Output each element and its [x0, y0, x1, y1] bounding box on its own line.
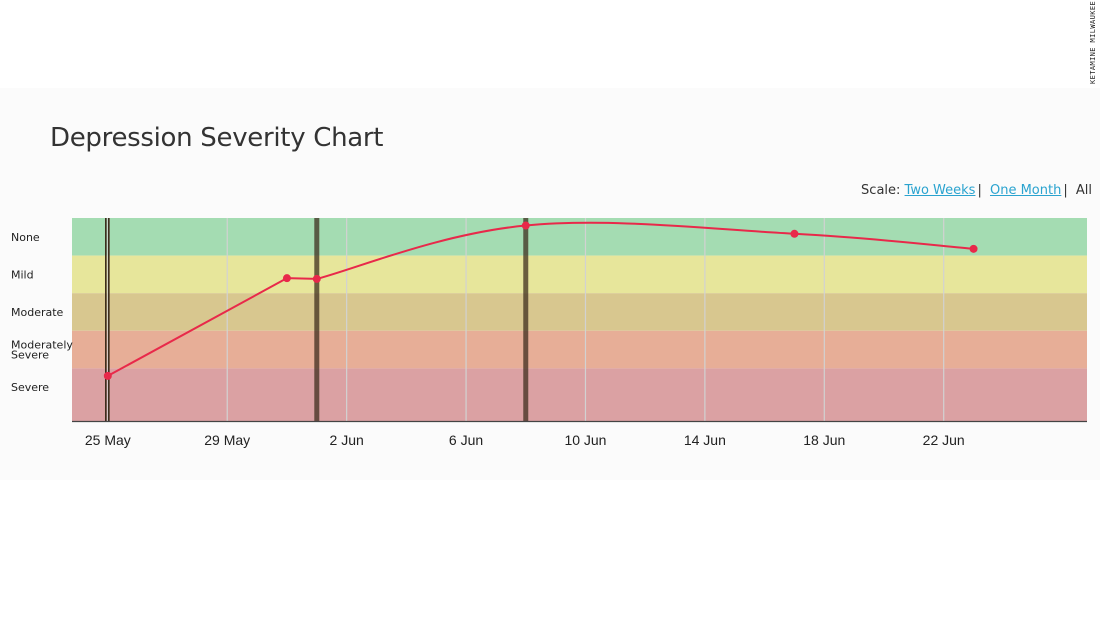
scale-one-month-link[interactable]: One Month: [989, 183, 1062, 198]
severity-band: [72, 218, 1087, 256]
session-marker: [523, 218, 529, 421]
x-tick-label: 29 May: [204, 432, 250, 448]
session-marker: [314, 218, 320, 421]
x-tick-label: 6 Jun: [449, 432, 483, 448]
y-band-label: Moderate: [11, 306, 64, 319]
scale-separator: |: [1063, 183, 1068, 198]
data-point: [103, 371, 112, 380]
scale-label: Scale:: [861, 183, 901, 198]
x-tick-label: 2 Jun: [330, 432, 364, 448]
severity-band: [72, 368, 1087, 421]
y-band-label: Mild: [11, 268, 34, 281]
x-tick-label: 18 Jun: [803, 432, 845, 448]
severity-band: [72, 330, 1087, 369]
scale-selector: Scale: Two Weeks | One Month | All: [861, 183, 1092, 198]
y-band-label: Severe: [11, 381, 49, 394]
data-point: [969, 244, 978, 253]
data-point: [312, 274, 321, 283]
x-tick-label: 25 May: [85, 432, 131, 448]
scale-all-option[interactable]: All: [1075, 183, 1092, 198]
y-band-label: Moderately Severe: [11, 339, 73, 362]
page-title: Depression Severity Chart: [50, 123, 384, 153]
data-point: [790, 229, 799, 238]
severity-band: [72, 293, 1087, 331]
severity-band: [72, 255, 1087, 294]
severity-line: [107, 221, 974, 377]
scale-two-weeks-link[interactable]: Two Weeks: [904, 183, 976, 198]
x-tick-label: 22 Jun: [923, 432, 965, 448]
data-point: [521, 221, 530, 230]
x-tick-label: 14 Jun: [684, 432, 726, 448]
scale-separator: |: [977, 183, 982, 198]
y-band-label: None: [11, 231, 40, 244]
x-tick-label: 10 Jun: [564, 432, 606, 448]
data-point: [282, 274, 291, 283]
